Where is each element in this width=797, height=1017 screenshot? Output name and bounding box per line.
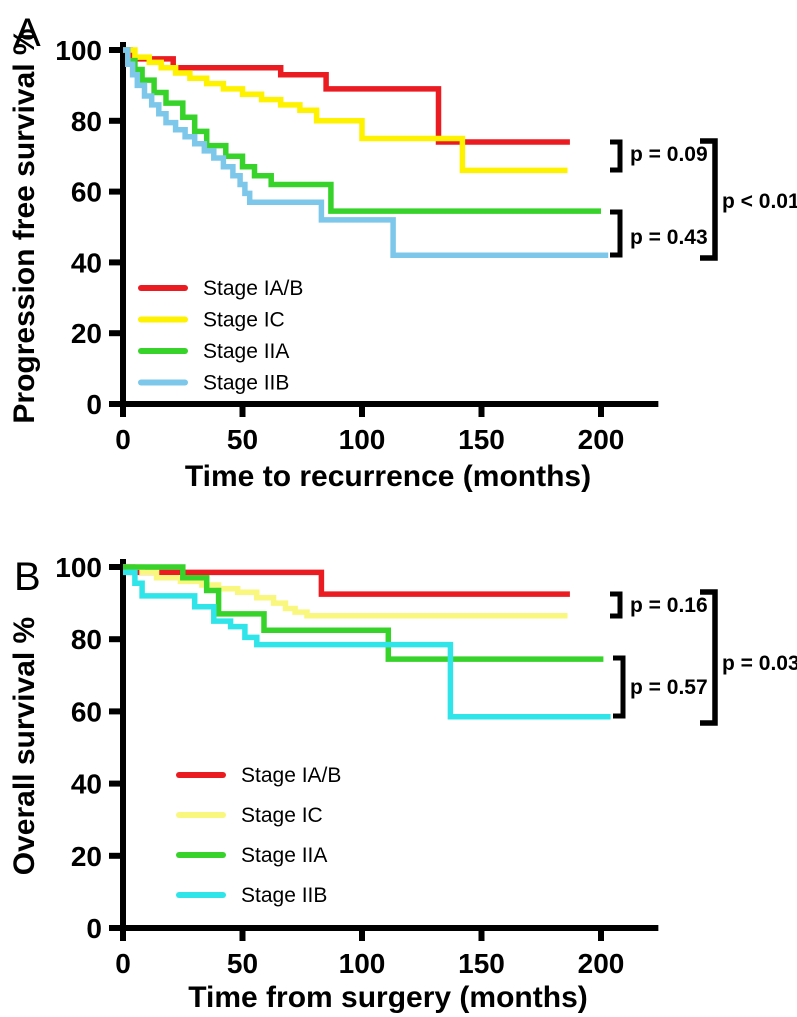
- panel-a-bracket-overall: [700, 138, 718, 261]
- survival-curve-stage-iib: [123, 569, 611, 720]
- panel-a-comparisons: p = 0.09 p = 0.43 p < 0.01: [610, 138, 797, 261]
- legend-label: Stage IA/B: [203, 277, 303, 300]
- panel-b-x-axis-title: Time from surgery (months): [188, 981, 588, 1014]
- panel-a-bracket-top-pair: [610, 139, 623, 173]
- x-tick-label: 50: [227, 948, 258, 979]
- y-tick-label: 80: [71, 624, 102, 655]
- panel-b-bracket-top-pair: [610, 591, 623, 619]
- panel-b-comparisons: p = 0.16 p = 0.57 p = 0.03: [610, 589, 797, 726]
- x-tick-label: 150: [458, 948, 505, 979]
- panel-b-bracket-overall: [700, 589, 718, 726]
- panel-a-pvalue-bottom-pair: p = 0.43: [630, 226, 708, 249]
- x-tick-label: 150: [458, 424, 505, 455]
- y-tick-label: 40: [71, 247, 102, 278]
- x-tick-label: 100: [339, 948, 386, 979]
- panel-b-y-axis-title: Overall survival %: [8, 617, 41, 876]
- y-tick-label: 60: [71, 696, 102, 727]
- panel-0-curves: [123, 47, 609, 259]
- panel-b-bracket-bottom-pair: [613, 655, 626, 719]
- panel-b-pvalue-bottom-pair: p = 0.57: [630, 676, 708, 699]
- legend-label: Stage IIB: [241, 884, 327, 907]
- panel-a-pvalue-overall: p < 0.01: [722, 190, 797, 213]
- panel-a: A Progression free survival % 100 80 60 40 2…: [8, 11, 797, 493]
- y-tick-label: 20: [71, 841, 102, 872]
- panel-0-legend: Stage IA/B Stage IC Stage IIA Stage IIB: [138, 277, 303, 395]
- panel-1-curves: [123, 564, 611, 720]
- x-tick-label: 200: [578, 948, 625, 979]
- survival-curve-stage-ic: [123, 47, 568, 174]
- survival-curve-stage-ic: [123, 564, 568, 619]
- panel-1-legend: Stage IA/B Stage IC Stage IIA Stage IIB: [176, 764, 341, 907]
- panel-a-pvalue-top-pair: p = 0.09: [630, 143, 708, 166]
- legend-label: Stage IC: [203, 309, 285, 332]
- y-tick-label: 100: [55, 552, 102, 583]
- y-tick-label: 0: [86, 913, 102, 944]
- x-tick-label: 0: [115, 948, 131, 979]
- legend-label: Stage IIA: [203, 340, 289, 363]
- survival-curve-stage-iib: [123, 47, 609, 259]
- legend-label: Stage IA/B: [241, 764, 341, 787]
- panel-a-x-axis-title: Time to recurrence (months): [185, 460, 591, 493]
- y-tick-label: 60: [71, 177, 102, 208]
- y-tick-label: 80: [71, 106, 102, 137]
- survival-curve-stage-iia: [123, 564, 604, 662]
- y-tick-label: 0: [86, 389, 102, 420]
- panel-a-letter: A: [14, 11, 41, 55]
- panel-b-pvalue-overall: p = 0.03: [722, 652, 797, 675]
- x-tick-label: 50: [227, 424, 258, 455]
- legend-label: Stage IIB: [203, 372, 289, 395]
- x-tick-label: 100: [339, 424, 386, 455]
- y-tick-label: 100: [55, 35, 102, 66]
- y-tick-label: 40: [71, 769, 102, 800]
- x-tick-label: 0: [115, 424, 131, 455]
- panel-a-y-axis-title: Progression free survival %: [8, 28, 41, 423]
- y-tick-label: 20: [71, 318, 102, 349]
- x-tick-label: 200: [578, 424, 625, 455]
- survival-curve-stage-iia: [123, 47, 601, 214]
- panel-a-bracket-bottom-pair: [610, 209, 623, 258]
- panel-b-pvalue-top-pair: p = 0.16: [630, 594, 708, 617]
- legend-label: Stage IIA: [241, 844, 327, 867]
- panel-b-letter: B: [14, 555, 41, 599]
- legend-label: Stage IC: [241, 804, 323, 827]
- survival-curve-stage-ia-b: [123, 47, 570, 145]
